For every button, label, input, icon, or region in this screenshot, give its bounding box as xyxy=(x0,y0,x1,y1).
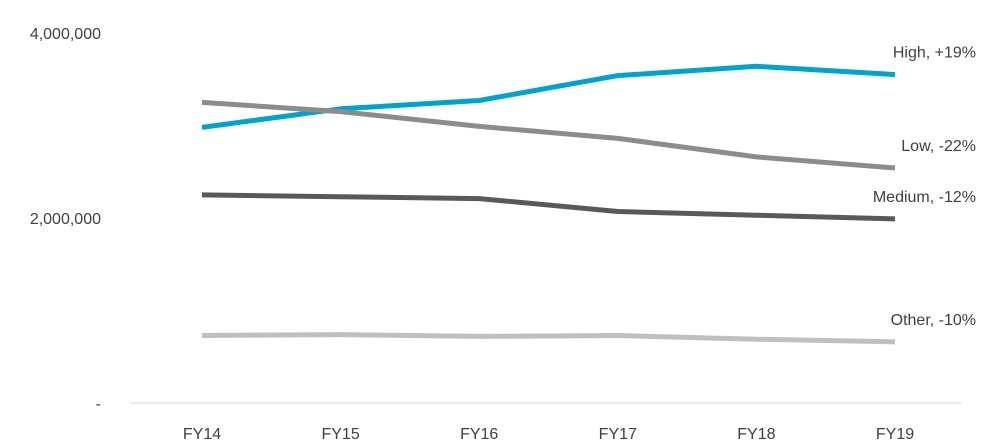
series-layer xyxy=(201,63,896,345)
y-tick-label: - xyxy=(96,396,101,413)
x-tick-label: FY16 xyxy=(460,426,498,443)
y-tick-label: 4,000,000 xyxy=(30,26,101,43)
y-tick-label: 2,000,000 xyxy=(30,211,101,228)
series-line-other xyxy=(201,332,896,345)
x-tick-label: FY18 xyxy=(737,426,775,443)
series-line-medium xyxy=(201,192,896,222)
series-label-other: Other, -10% xyxy=(891,312,976,329)
label-layer: High, +19% Low, -22% Medium, -12% Other, -1… xyxy=(873,45,976,329)
series-label-low: Low, -22% xyxy=(901,138,976,155)
series-line-high xyxy=(201,63,896,130)
series-line-low xyxy=(201,99,896,171)
x-tick-label: FY14 xyxy=(183,426,221,443)
x-tick-label: FY19 xyxy=(876,426,914,443)
series-label-high: High, +19% xyxy=(893,45,976,62)
x-tick-label: FY15 xyxy=(321,426,359,443)
x-tick-label: FY17 xyxy=(599,426,637,443)
axis-layer: 4,000,000 2,000,000 - FY14 FY15 FY16 FY17 FY18 F… xyxy=(30,26,962,443)
series-label-medium: Medium, -12% xyxy=(873,189,976,206)
